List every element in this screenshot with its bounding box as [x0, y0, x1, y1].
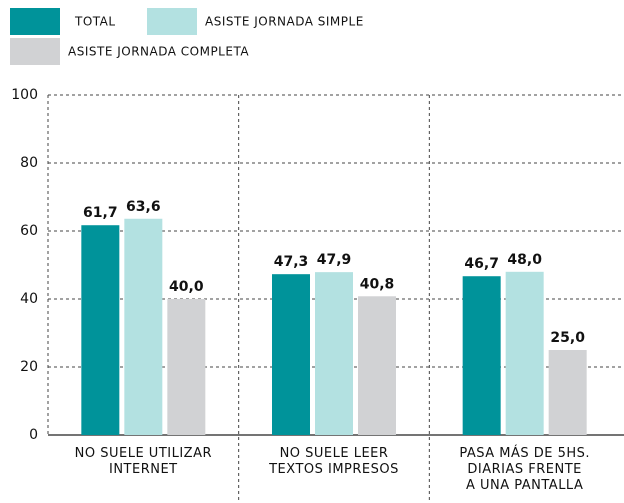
legend-swatch	[10, 8, 60, 35]
value-label: 47,3	[274, 254, 309, 270]
value-label: 46,7	[464, 256, 499, 272]
value-label: 25,0	[550, 330, 585, 346]
x-tick-label: PASA MÁS DE 5HS. DIARIAS FRENTE A UNA PANT…	[459, 445, 590, 493]
bar	[505, 271, 544, 435]
y-tick-label: 80	[20, 155, 38, 171]
y-tick-label: 100	[11, 87, 38, 103]
bar	[462, 276, 501, 435]
bar	[272, 274, 310, 435]
value-label: 61,7	[83, 205, 118, 221]
legend-label: ASISTE JORNADA COMPLETA	[68, 45, 249, 59]
value-label: 40,0	[169, 279, 204, 295]
y-tick-label: 40	[20, 291, 38, 307]
bar	[548, 350, 587, 435]
bar	[124, 218, 163, 435]
legend-swatch	[147, 8, 197, 35]
value-label: 47,9	[317, 252, 352, 268]
value-label: 48,0	[507, 252, 542, 268]
y-tick-label: 20	[20, 359, 38, 375]
legend-label: TOTAL	[74, 15, 116, 29]
bar	[81, 225, 120, 435]
bar	[358, 296, 396, 435]
x-tick-label: NO SUELE LEER TEXTOS IMPRESOS	[268, 446, 399, 477]
legend-swatch	[10, 38, 60, 65]
x-tick-label: NO SUELE UTILIZAR INTERNET	[75, 446, 212, 477]
bar	[167, 299, 206, 435]
value-label: 63,6	[126, 199, 161, 215]
legend-label: ASISTE JORNADA SIMPLE	[205, 15, 364, 29]
y-tick-label: 0	[29, 427, 38, 443]
value-label: 40,8	[360, 276, 395, 292]
bar	[315, 272, 353, 435]
y-tick-label: 60	[20, 223, 38, 239]
